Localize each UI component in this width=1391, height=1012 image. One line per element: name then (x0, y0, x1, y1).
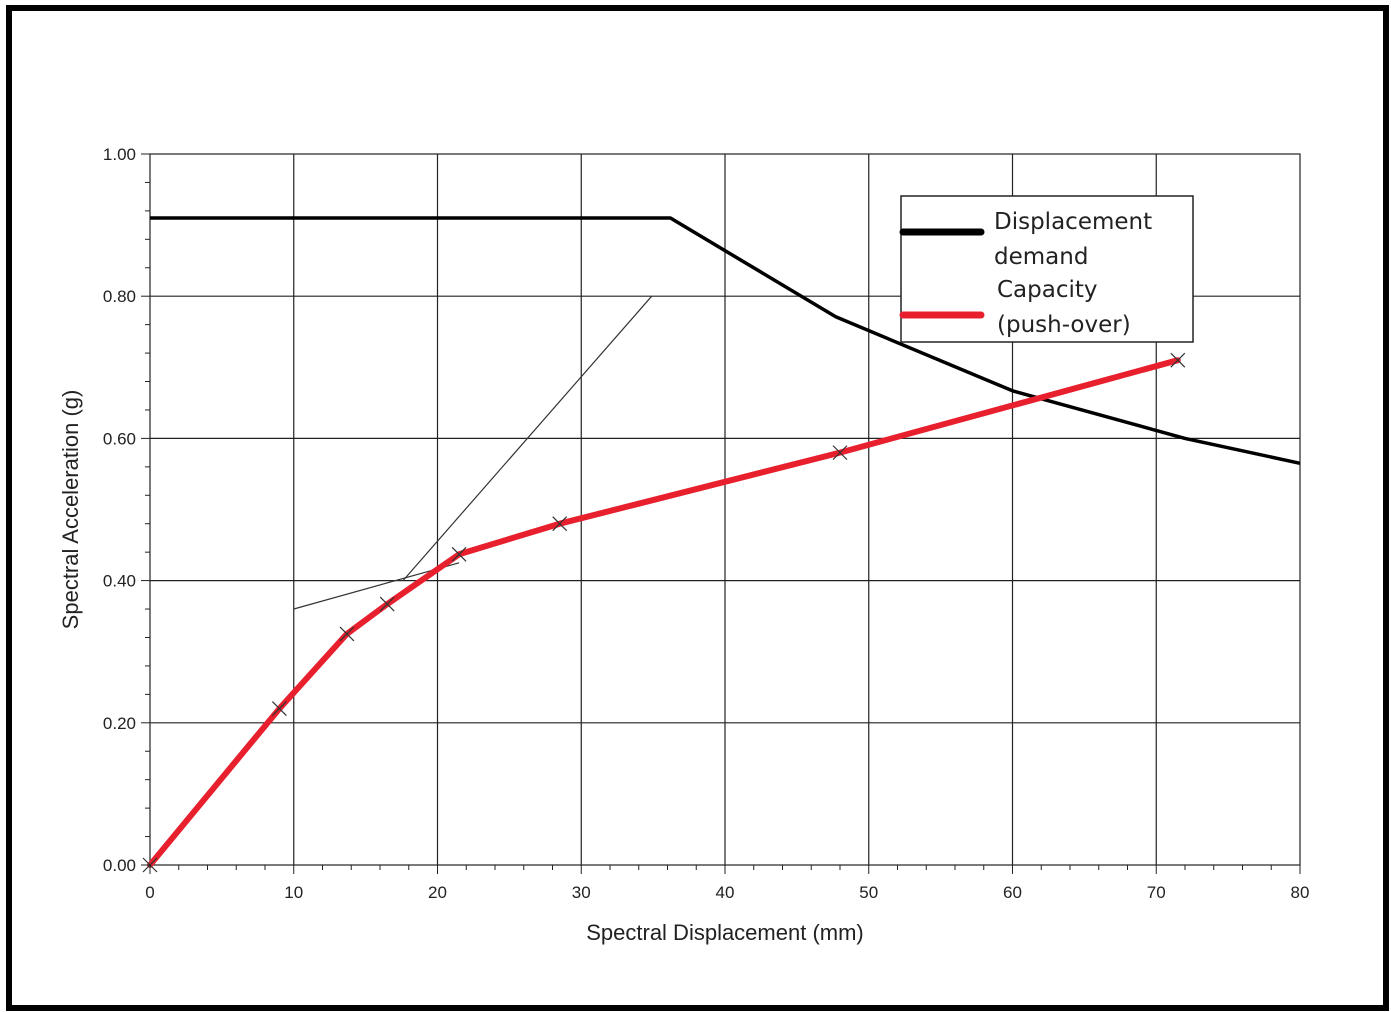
y-tick-label: 0.80 (103, 287, 136, 306)
capacity-point-marker (552, 516, 568, 532)
legend-label: demand (994, 244, 1088, 270)
construction-line (402, 295, 653, 581)
capacity-point-marker (1170, 352, 1186, 368)
capacity-point-marker (832, 445, 848, 461)
marker-stroke (1170, 352, 1186, 368)
series-demand-line (150, 216, 1301, 466)
x-axis-title: Spectral Displacement (mm) (586, 920, 864, 945)
marker-stroke (339, 626, 355, 642)
y-tick-label: 0.20 (103, 714, 136, 733)
marker-stroke (451, 546, 467, 562)
capacity-point-marker (339, 626, 355, 642)
x-tick-label: 40 (716, 883, 735, 902)
x-tick-label: 70 (1147, 883, 1166, 902)
y-axis-title: Spectral Acceleration (g) (58, 390, 83, 630)
x-tick-label: 50 (859, 883, 878, 902)
marker-stroke (832, 445, 848, 461)
figure-frame (6, 5, 1389, 1011)
legend-label: (push-over) (997, 312, 1131, 338)
x-tick-label: 80 (1291, 883, 1310, 902)
axes: 0 10 20 30 40 50 60 70 80 0.00 0.20 0.40 0.60 0.80 1.0… (103, 145, 1310, 902)
legend: Displacement demand Capacity (push-over) (899, 195, 1194, 343)
helper-lines (293, 295, 653, 610)
series-capacity-line (147, 357, 1181, 868)
y-tick-label: 0.60 (103, 429, 136, 448)
x-tick-label: 20 (428, 883, 447, 902)
marker-stroke (379, 596, 395, 612)
y-tick-label: 1.00 (103, 145, 136, 164)
legend-label: Capacity (997, 277, 1098, 303)
x-tick-label: 10 (284, 883, 303, 902)
legend-label: Displacement (994, 209, 1152, 235)
capacity-point-marker (379, 596, 395, 612)
y-tick-label: 0.40 (103, 572, 136, 591)
y-tick-label: 0.00 (103, 856, 136, 875)
capacity-point-marker (451, 546, 467, 562)
capacity-point-marker (271, 701, 287, 717)
x-tick-label: 30 (572, 883, 591, 902)
series-layer (142, 216, 1301, 873)
marker-stroke (552, 516, 568, 532)
marker-stroke (271, 701, 287, 717)
x-tick-label: 60 (1003, 883, 1022, 902)
x-tick-label: 0 (145, 883, 154, 902)
